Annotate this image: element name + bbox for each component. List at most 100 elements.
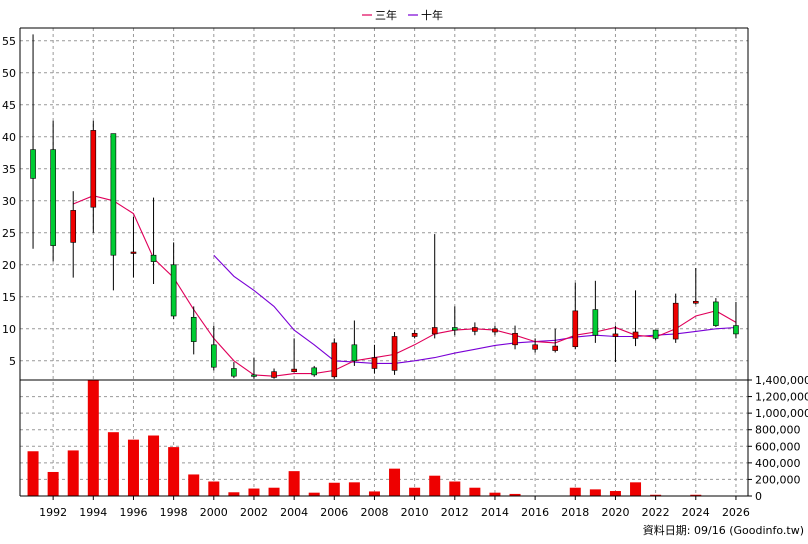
volume-bar <box>107 432 119 496</box>
volume-bar <box>328 482 340 496</box>
candle-body <box>492 328 498 333</box>
price-tick-label: 20 <box>2 259 16 272</box>
candle-body <box>70 210 77 243</box>
volume-bar <box>569 487 581 496</box>
x-tick-label: 1992 <box>39 506 67 519</box>
x-tick-label: 2024 <box>682 506 710 519</box>
candle-body <box>451 327 458 331</box>
x-tick-label: 2014 <box>481 506 509 519</box>
volume-bar <box>188 474 200 496</box>
price-tick-label: 15 <box>2 291 16 304</box>
price-tick-label: 55 <box>2 35 16 48</box>
ma-ten-year-line <box>213 254 737 364</box>
x-tick-label: 2004 <box>280 506 308 519</box>
price-tick-label: 25 <box>2 227 16 240</box>
x-tick-label: 1996 <box>119 506 147 519</box>
candle-body <box>411 332 418 337</box>
candle-body <box>612 333 619 337</box>
candle-body <box>512 332 518 346</box>
candle-body <box>552 345 559 351</box>
x-tick-label: 2020 <box>601 506 629 519</box>
candle-body <box>190 316 197 342</box>
volume-bar <box>268 487 280 496</box>
price-axis: 5 10 15 20 25 30 35 40 45 50 55 <box>2 35 16 368</box>
volume-bar <box>449 481 461 496</box>
candle-body <box>210 344 217 368</box>
x-tick-label: 1998 <box>160 506 188 519</box>
volume-tick-label: 800,000 <box>755 424 801 437</box>
volume-tick-label: 200,000 <box>755 473 801 486</box>
candle-body <box>713 301 719 326</box>
candle-body <box>431 327 438 335</box>
price-grid <box>20 28 748 496</box>
price-tick-label: 30 <box>2 195 16 208</box>
candle-body <box>672 302 679 340</box>
candle-body <box>532 344 538 350</box>
volume-bar <box>389 468 401 496</box>
candle-body <box>110 133 117 256</box>
volume-bars <box>27 380 742 497</box>
x-tick-label: 2006 <box>320 506 348 519</box>
volume-bar <box>148 435 160 496</box>
candle-body <box>391 336 398 371</box>
volume-tick-label: 1,200,000 <box>755 391 808 404</box>
volume-bar <box>589 489 601 496</box>
volume-bar <box>650 494 662 496</box>
volume-bar <box>288 471 300 496</box>
x-tick-label: 2002 <box>240 506 268 519</box>
candlesticks <box>30 34 739 379</box>
candle-body <box>572 310 579 348</box>
x-tick-label: 2016 <box>521 506 549 519</box>
price-tick-label: 5 <box>9 355 16 368</box>
candle-body <box>692 300 699 304</box>
x-tick-label: 2018 <box>561 506 589 519</box>
volume-bar <box>469 487 481 496</box>
volume-bar <box>489 492 501 496</box>
volume-tick-label: 0 <box>755 490 762 503</box>
volume-bar <box>609 491 621 496</box>
x-axis: 1992 1994 1996 1998 2000 2002 2004 2006 2008 2010… <box>39 496 750 519</box>
volume-bar <box>630 482 642 496</box>
volume-bar <box>248 488 260 496</box>
volume-bar <box>127 439 139 496</box>
candle-body <box>251 374 257 377</box>
volume-axis: 0 200,000 400,000 600,000 800,000 1,000,000 1,… <box>748 374 808 503</box>
candle-body <box>90 130 97 208</box>
moving-average-lines <box>72 195 737 377</box>
candle-body <box>130 251 137 254</box>
volume-bar <box>228 492 240 496</box>
volume-bar <box>168 447 180 496</box>
ma-three-year-line <box>72 195 737 377</box>
x-tick-label: 2008 <box>360 506 388 519</box>
candle-body <box>371 357 378 369</box>
volume-bar <box>690 494 702 496</box>
volume-bar <box>509 493 521 496</box>
x-tick-label: 2026 <box>722 506 750 519</box>
candle-body <box>351 344 358 362</box>
price-tick-label: 50 <box>2 67 16 80</box>
legend-label-0: 三年 <box>375 8 397 22</box>
candle-body <box>231 368 237 377</box>
chart-frame <box>19 27 749 497</box>
volume-tick-label: 600,000 <box>755 440 801 453</box>
volume-bar <box>27 451 39 496</box>
data-date-note: 資料日期: 09/16 (Goodinfo.tw) <box>642 524 804 537</box>
volume-bar <box>208 481 220 496</box>
candle-body <box>271 371 277 378</box>
candle-body <box>311 367 318 376</box>
x-tick-label: 1994 <box>79 506 107 519</box>
price-tick-label: 45 <box>2 99 16 112</box>
candle-body <box>472 327 478 332</box>
volume-bar <box>368 491 380 496</box>
candle-body <box>170 264 177 317</box>
x-tick-label: 2012 <box>441 506 469 519</box>
candle-body <box>150 254 157 262</box>
candle-body <box>291 368 297 372</box>
volume-bar <box>67 450 79 496</box>
volume-bar <box>87 380 99 496</box>
x-tick-label: 2022 <box>642 506 670 519</box>
x-tick-label: 2010 <box>401 506 429 519</box>
candle-body <box>331 342 338 378</box>
